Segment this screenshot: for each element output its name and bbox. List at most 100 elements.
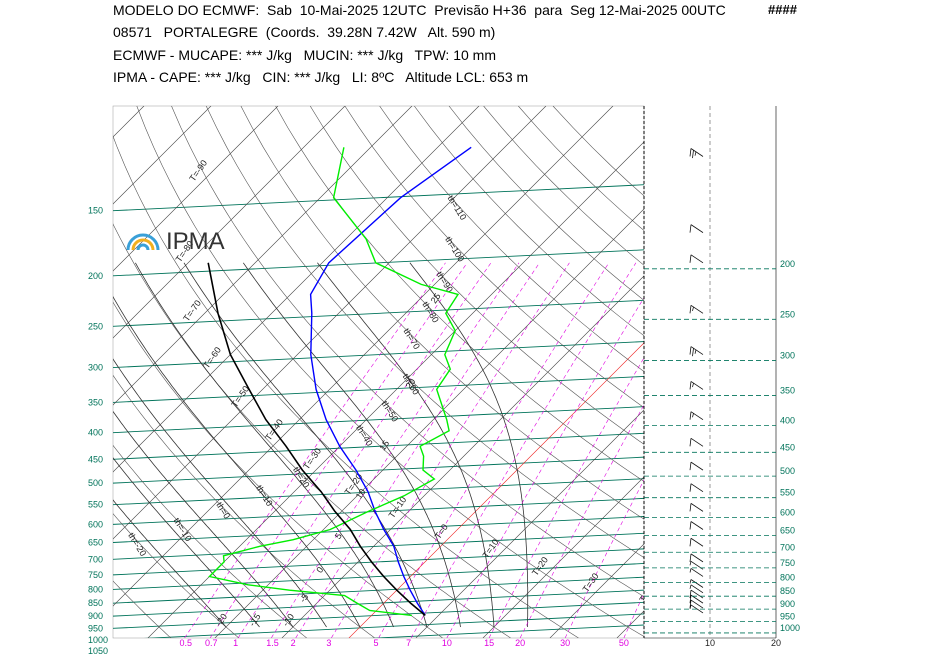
dry-adiabat-line bbox=[552, 106, 644, 197]
mixing-ratio-tick: 0.7 bbox=[205, 638, 218, 648]
isotherm-label: T=-90 bbox=[187, 158, 209, 183]
isobar-line bbox=[113, 375, 644, 403]
mixing-ratio-line bbox=[378, 262, 610, 638]
pressure-label-right: 400 bbox=[780, 416, 795, 426]
isotherm-line bbox=[113, 106, 212, 205]
mixing-ratio-line bbox=[488, 357, 644, 638]
dry-adiabat-line bbox=[113, 374, 375, 638]
pressure-label-right: 900 bbox=[780, 599, 795, 609]
wind-barb bbox=[689, 503, 704, 512]
wind-barb bbox=[689, 589, 704, 599]
chart-title-line-1: MODELO DO ECMWF: Sab 10-Mai-2025 12UTC P… bbox=[113, 2, 726, 18]
pressure-label-left: 950 bbox=[88, 623, 103, 633]
dry-adiabat-line bbox=[240, 106, 644, 520]
moist-adiabat-line bbox=[135, 262, 394, 628]
pressure-label-right: 350 bbox=[780, 385, 795, 395]
mixing-ratio-tick: 1 bbox=[233, 638, 238, 648]
mixing-ratio-line bbox=[184, 262, 446, 638]
ipma-indices-line: IPMA - CAPE: *** J/kg CIN: *** J/kg LI: … bbox=[113, 69, 529, 85]
wind-barb bbox=[689, 304, 704, 314]
dry-adiabat-line bbox=[344, 106, 644, 409]
pressure-label-left: 400 bbox=[88, 428, 103, 438]
dry-adiabat-line bbox=[113, 135, 579, 638]
mixing-ratio-tick: 7 bbox=[406, 638, 411, 648]
pressure-label-left: 550 bbox=[88, 500, 103, 510]
pressure-label-right: 1000 bbox=[780, 623, 800, 633]
mixing-ratio-tick: 2 bbox=[291, 638, 296, 648]
dry-adiabat-line bbox=[113, 580, 172, 638]
wind-barb bbox=[689, 553, 704, 563]
pressure-label-left: 650 bbox=[88, 537, 103, 547]
isobar-line bbox=[113, 478, 644, 506]
isobar-line bbox=[113, 576, 644, 604]
mixing-ratio-tick: 1.5 bbox=[266, 638, 279, 648]
pressure-label-left: 750 bbox=[88, 570, 103, 580]
moist-adiabat-label: -20 bbox=[213, 612, 229, 628]
pressure-label-right: 650 bbox=[780, 525, 795, 535]
pressure-label-right: 250 bbox=[780, 309, 795, 319]
moist-adiabat-line bbox=[113, 499, 227, 628]
mixing-ratio-tick: 0.5 bbox=[180, 638, 193, 648]
isotherm-line bbox=[549, 543, 644, 638]
moist-adiabat-label: 5 bbox=[333, 531, 344, 541]
pressure-label-left: 700 bbox=[88, 554, 103, 564]
moist-adiabat-line bbox=[113, 358, 327, 628]
dewpoint-profile-line bbox=[208, 147, 460, 617]
pressure-label-left: 300 bbox=[88, 363, 103, 373]
dry-adiabat-line bbox=[518, 106, 644, 231]
pressure-label-right: 550 bbox=[780, 488, 795, 498]
wind-barb bbox=[689, 461, 704, 471]
wind-barb bbox=[689, 599, 704, 609]
wind-barb bbox=[689, 224, 704, 233]
isotherm-line bbox=[482, 476, 644, 638]
isobar-line bbox=[113, 563, 644, 590]
ipma-logo-text: IPMA bbox=[166, 228, 225, 255]
pressure-label-left: 500 bbox=[88, 478, 103, 488]
plot-frame bbox=[112, 105, 645, 639]
pressure-label-left: 900 bbox=[88, 611, 103, 621]
dry-adiabat-line bbox=[275, 106, 644, 482]
isobar-line bbox=[113, 184, 644, 212]
pressure-label-right: 450 bbox=[780, 442, 795, 452]
isotherm-line bbox=[113, 106, 279, 272]
isotherm-label: T=-70 bbox=[181, 298, 203, 323]
ipma-logo-icon bbox=[126, 233, 160, 251]
moist-adiabat-label: 25 bbox=[429, 291, 443, 305]
mixing-ratio-line bbox=[209, 262, 468, 638]
pressure-label-right: 950 bbox=[780, 611, 795, 621]
pressure-label-left: 1050 bbox=[88, 646, 108, 656]
mixing-ratio-line bbox=[295, 262, 540, 638]
isotherm-line bbox=[348, 342, 644, 638]
isobar-line bbox=[369, 624, 644, 638]
isotherm-line bbox=[113, 106, 480, 473]
wind-barb bbox=[689, 254, 704, 264]
isobar-line bbox=[113, 601, 644, 629]
dry-adiabat-line bbox=[414, 106, 644, 337]
pressure-label-right: 800 bbox=[780, 572, 795, 582]
isotherm-label: T=-60 bbox=[201, 345, 223, 370]
dry-adiabat-line bbox=[309, 106, 644, 445]
pressure-label-right: 750 bbox=[780, 558, 795, 568]
theta-label: th=-20 bbox=[126, 531, 148, 558]
isobar-line bbox=[113, 516, 644, 543]
dry-adiabat-line bbox=[171, 106, 644, 598]
moist-adiabat-label: 15 bbox=[377, 438, 391, 452]
theta-label: th=40 bbox=[354, 423, 375, 448]
wind-barb bbox=[689, 411, 704, 420]
pressure-label-left: 600 bbox=[88, 519, 103, 529]
mixing-ratio-tick: 3 bbox=[326, 638, 331, 648]
header-hash-marks: #### bbox=[768, 2, 797, 17]
wind-barb bbox=[689, 568, 704, 577]
pressure-label-left: 850 bbox=[88, 598, 103, 608]
moist-adiabat-line bbox=[409, 262, 529, 627]
mixing-ratio-line bbox=[564, 479, 644, 638]
mixing-ratio-line bbox=[331, 262, 570, 638]
dry-adiabat-line bbox=[113, 513, 239, 638]
isotherm-line bbox=[113, 106, 145, 138]
pressure-label-right: 850 bbox=[780, 586, 795, 596]
pressure-label-left: 800 bbox=[88, 584, 103, 594]
moist-adiabat-label: -15 bbox=[247, 612, 263, 628]
pressure-label-right: 300 bbox=[780, 351, 795, 361]
wind-barb bbox=[689, 521, 704, 530]
dry-adiabat-line bbox=[113, 301, 443, 638]
